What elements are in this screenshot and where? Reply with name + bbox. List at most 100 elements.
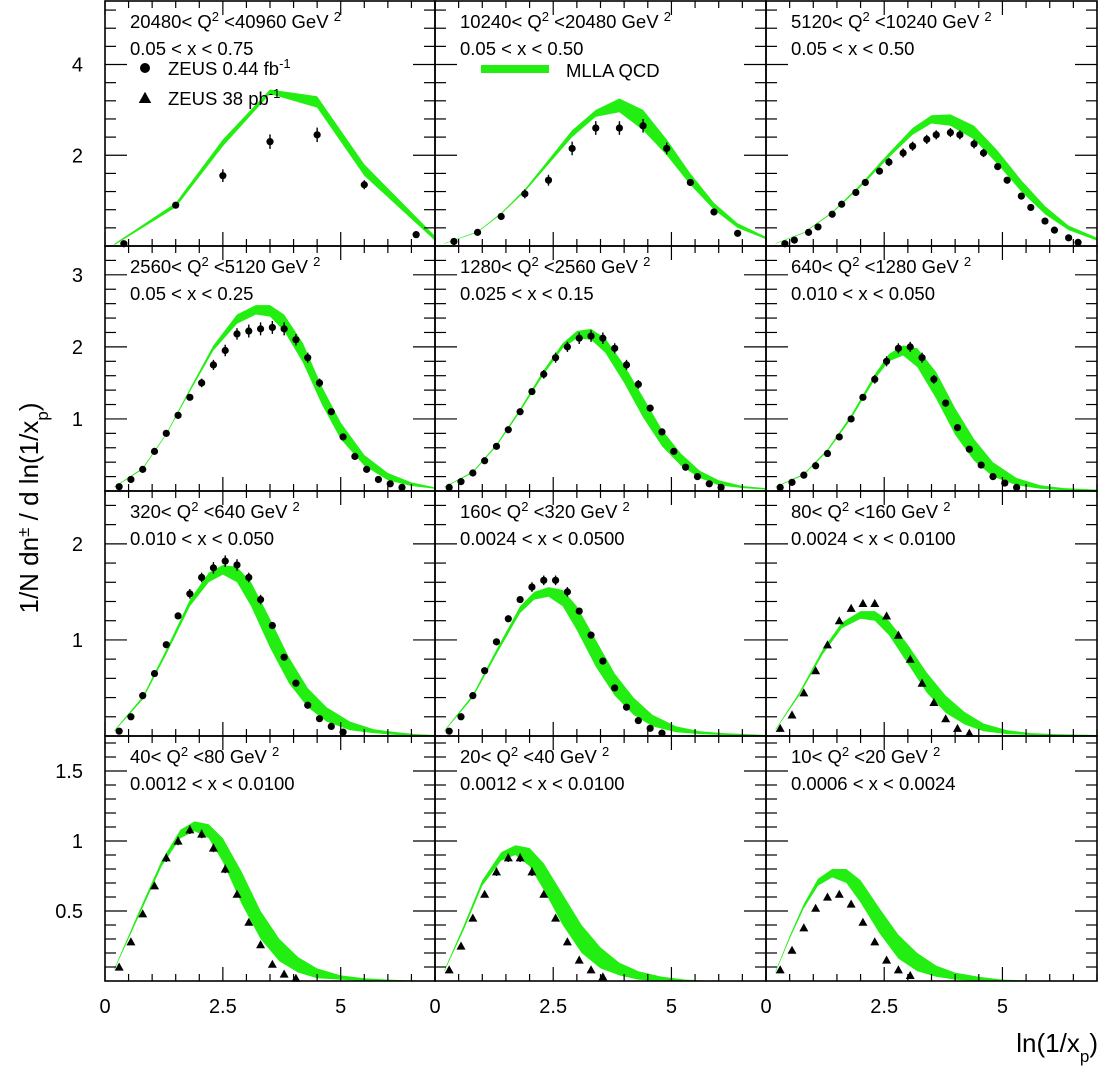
data-point (528, 387, 536, 396)
data-point (540, 370, 548, 378)
data-point (551, 354, 560, 362)
data-point (930, 375, 938, 383)
q2-range-label: 40< Q2 <80 GeV 2 (130, 744, 279, 768)
data-point (852, 188, 860, 197)
panel-10: 0.5 1 1.5 0 2.5 5 40< Q2 <80 GeV 2 0.0012 < x <… (55, 735, 436, 1018)
data-point (327, 408, 335, 416)
data-point (663, 144, 671, 153)
data-point (734, 229, 742, 237)
data-point (139, 465, 147, 473)
data-point (173, 836, 183, 845)
data-point (481, 667, 489, 675)
data-point (1065, 234, 1073, 242)
q2-range-label: 10< Q2 <20 GeV 2 (791, 744, 940, 768)
data-point (280, 325, 288, 333)
data-point (905, 970, 915, 979)
data-point (964, 728, 974, 737)
data-point (587, 332, 595, 340)
data-point (979, 149, 988, 157)
data-point (114, 962, 124, 971)
data-point (906, 343, 914, 351)
data-point (315, 715, 324, 723)
x-tick-label: 0 (99, 996, 110, 1018)
mlla-band (444, 845, 766, 981)
data-point (162, 429, 170, 437)
panel-7: 1 2 320< Q2 <640 GeV 2 0.010 < x < 0.050 (72, 490, 436, 737)
q2-range-label: 640< Q2 <1280 GeV 2 (791, 254, 971, 278)
data-point (445, 727, 453, 735)
data-point (551, 913, 561, 922)
data-point (469, 692, 477, 700)
data-point (970, 140, 978, 148)
data-point (198, 573, 206, 582)
data-point (823, 449, 832, 458)
data-point (932, 131, 940, 139)
data-point (923, 135, 931, 143)
data-point (1027, 203, 1035, 212)
data-point (870, 937, 880, 946)
data-point (516, 408, 524, 416)
data-point (232, 889, 242, 898)
x-range-label: 0.0006 < x < 0.0024 (791, 773, 956, 794)
y-tick-label: 1 (72, 630, 83, 652)
data-point (598, 972, 608, 981)
data-point (858, 917, 868, 926)
data-point (374, 475, 383, 484)
data-point (527, 867, 537, 876)
data-point (705, 480, 713, 488)
data-point (634, 380, 642, 388)
data-point (363, 465, 371, 473)
data-point (611, 344, 619, 352)
data-point (266, 138, 274, 146)
data-point (313, 131, 321, 139)
data-point (787, 710, 797, 719)
data-point (956, 131, 964, 139)
data-point (245, 327, 253, 335)
data-point (115, 483, 123, 491)
data-point (575, 334, 583, 342)
data-point (233, 330, 241, 338)
data-point (457, 713, 465, 721)
x-tick-label: 0 (760, 996, 771, 1018)
panel-6: 640< Q2 <1280 GeV 2 0.010 < x < 0.050 (765, 245, 1098, 492)
data-point (445, 483, 453, 491)
x-range-label: 0.05 < x < 0.75 (130, 38, 253, 59)
data-point (847, 415, 855, 423)
data-point (917, 678, 927, 687)
data-point (504, 615, 512, 623)
x-range-label: 0.010 < x < 0.050 (791, 283, 935, 304)
data-point (686, 178, 694, 187)
data-point (115, 727, 123, 735)
data-point (185, 825, 195, 834)
data-point (882, 955, 892, 964)
data-point (456, 941, 466, 950)
x-tick-label: 2.5 (870, 996, 898, 1018)
q2-range-label: 10240< Q2 <20480 GeV 2 (460, 9, 671, 33)
x-range-label: 0.025 < x < 0.15 (460, 283, 594, 304)
data-point (994, 163, 1002, 171)
data-point (491, 867, 501, 876)
data-point (544, 176, 553, 184)
x-tick-label: 5 (335, 996, 346, 1018)
data-point (989, 472, 997, 481)
data-point (503, 853, 513, 862)
y-tick-label: 2 (72, 337, 83, 359)
data-point (339, 433, 347, 441)
data-point (861, 178, 869, 187)
data-point (859, 393, 867, 401)
q2-range-label: 2560< Q2 <5120 GeV 2 (130, 254, 320, 278)
data-point (161, 853, 171, 862)
x-tick-label: 5 (666, 996, 677, 1018)
data-point (315, 379, 324, 387)
data-point (457, 478, 465, 486)
data-point (893, 630, 903, 639)
data-point (492, 638, 501, 646)
data-point (219, 172, 227, 180)
data-point (870, 598, 880, 608)
y-tick-label: 1.5 (55, 761, 83, 783)
data-point (835, 433, 843, 441)
data-point (292, 679, 300, 687)
data-point (540, 576, 548, 584)
data-point (444, 965, 454, 974)
